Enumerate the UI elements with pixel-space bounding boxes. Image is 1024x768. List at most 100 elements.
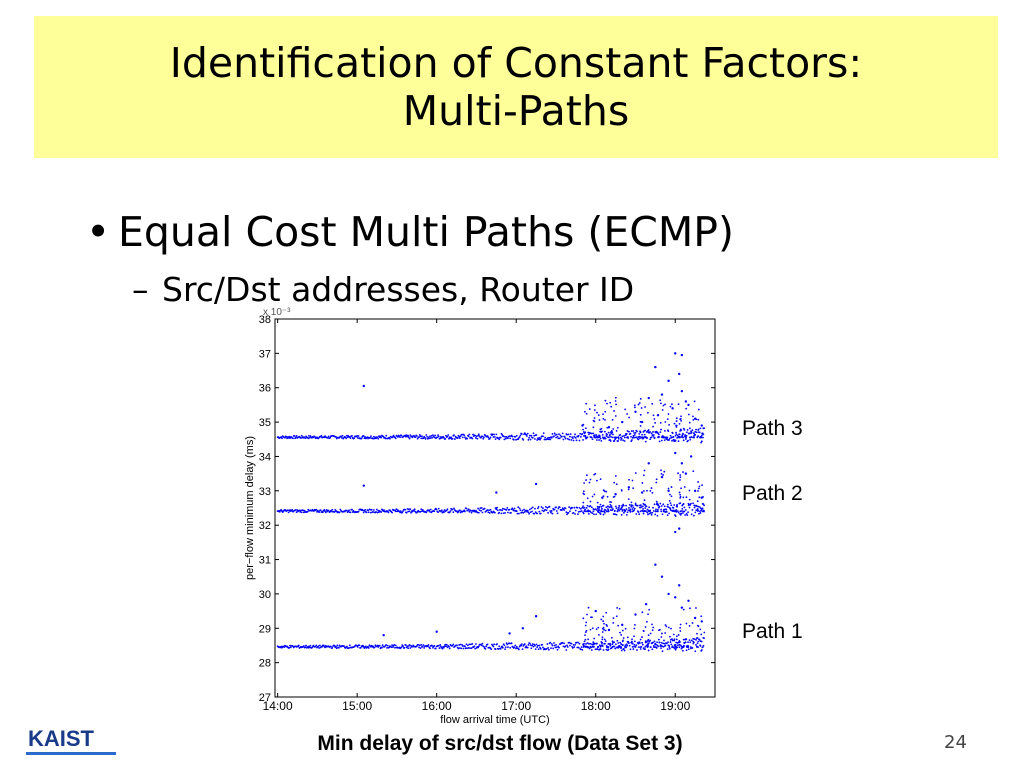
outlier-point [674,596,677,599]
scatter-point [561,509,563,511]
scatter-point [522,438,525,441]
scatter-point [691,622,694,624]
scatter-point [662,510,665,513]
scatter-point [607,648,610,651]
scatter-point [651,642,654,644]
scatter-point [695,607,697,609]
scatter-point [630,435,632,438]
scatter-point [477,507,480,510]
scatter-point [667,429,669,432]
scatter-point [512,509,515,512]
scatter-point [681,433,684,436]
scatter-point [400,434,403,437]
scatter-point [575,641,578,644]
scatter-point [423,647,426,649]
scatter-point [403,646,406,649]
scatter-point [565,511,568,514]
scatter-point [564,437,567,440]
scatter-point [434,434,436,437]
scatter-point [700,633,703,636]
scatter-point [587,431,590,434]
scatter-point [663,439,666,441]
scatter-point [471,437,474,440]
scatter-point [426,435,428,438]
scatter-point [667,487,670,490]
scatter-point [376,436,379,439]
scatter-point [470,511,473,514]
scatter-point [632,648,635,650]
scatter-point [517,506,520,509]
scatter-point [509,646,512,649]
scatter-point [364,509,367,511]
scatter-point [451,508,454,511]
scatter-point [643,469,646,472]
scatter-point [469,509,472,512]
scatter-point [367,511,370,514]
scatter-point [642,474,645,477]
scatter-point [544,508,547,511]
scatter-point [642,629,645,632]
scatter-point [654,510,657,513]
scatter-point [660,436,663,438]
scatter-point [302,645,305,647]
scatter-point [640,407,643,409]
scatter-point [534,438,536,440]
scatter-point [487,511,490,514]
scatter-point [289,646,292,649]
scatter-point [577,641,579,644]
scatter-point [688,639,691,642]
scatter-point [670,436,673,439]
scatter-point [610,436,612,438]
scatter-point [554,646,557,649]
scatter-point [464,645,466,648]
x-tick-label: 16:00 [422,699,452,713]
scatter-point [298,509,301,512]
scatter-point [694,511,697,514]
scatter-point [668,437,671,440]
scatter-point [512,438,515,441]
scatter-point [335,436,337,438]
scatter-point [466,647,469,650]
scatter-point [391,644,393,647]
outlier-point [435,630,438,633]
scatter-point [496,509,499,512]
scatter-point [642,512,645,515]
scatter-point [488,437,491,440]
scatter-point [669,493,671,496]
scatter-point [660,402,662,405]
scatter-point [381,644,384,647]
scatter-point [616,646,619,649]
scatter-point [614,643,617,646]
scatter-point [607,643,610,645]
scatter-point [591,438,594,441]
scatter-point [515,645,518,648]
scatter-point [506,643,509,646]
scatter-point [580,646,583,649]
scatter-point [616,607,619,609]
outlier-point [647,396,650,400]
x-axis-label: flow arrival time (UTC) [440,714,549,726]
scatter-point [684,509,687,511]
sub-bullet-text: Src/Dst addresses, Router ID [162,270,635,309]
scatter-point [679,479,681,481]
scatter-point [539,437,542,440]
scatter-point [453,507,455,510]
scatter-point [692,642,695,645]
outlier-point [660,575,664,578]
scatter-point [668,646,671,648]
scatter-point [650,487,653,489]
scatter-point [481,435,484,438]
scatter-point [639,510,642,513]
scatter-point [392,434,395,437]
scatter-point [679,418,682,420]
scatter-point [623,649,626,652]
scatter-point [407,510,410,513]
scatter-point [362,435,365,437]
scatter-point [278,510,281,513]
scatter-point [692,415,694,418]
scatter-point [582,512,585,515]
scatter-point [618,504,621,507]
scatter-point [606,495,609,498]
scatter-point [653,640,656,643]
scatter-point [488,512,491,514]
